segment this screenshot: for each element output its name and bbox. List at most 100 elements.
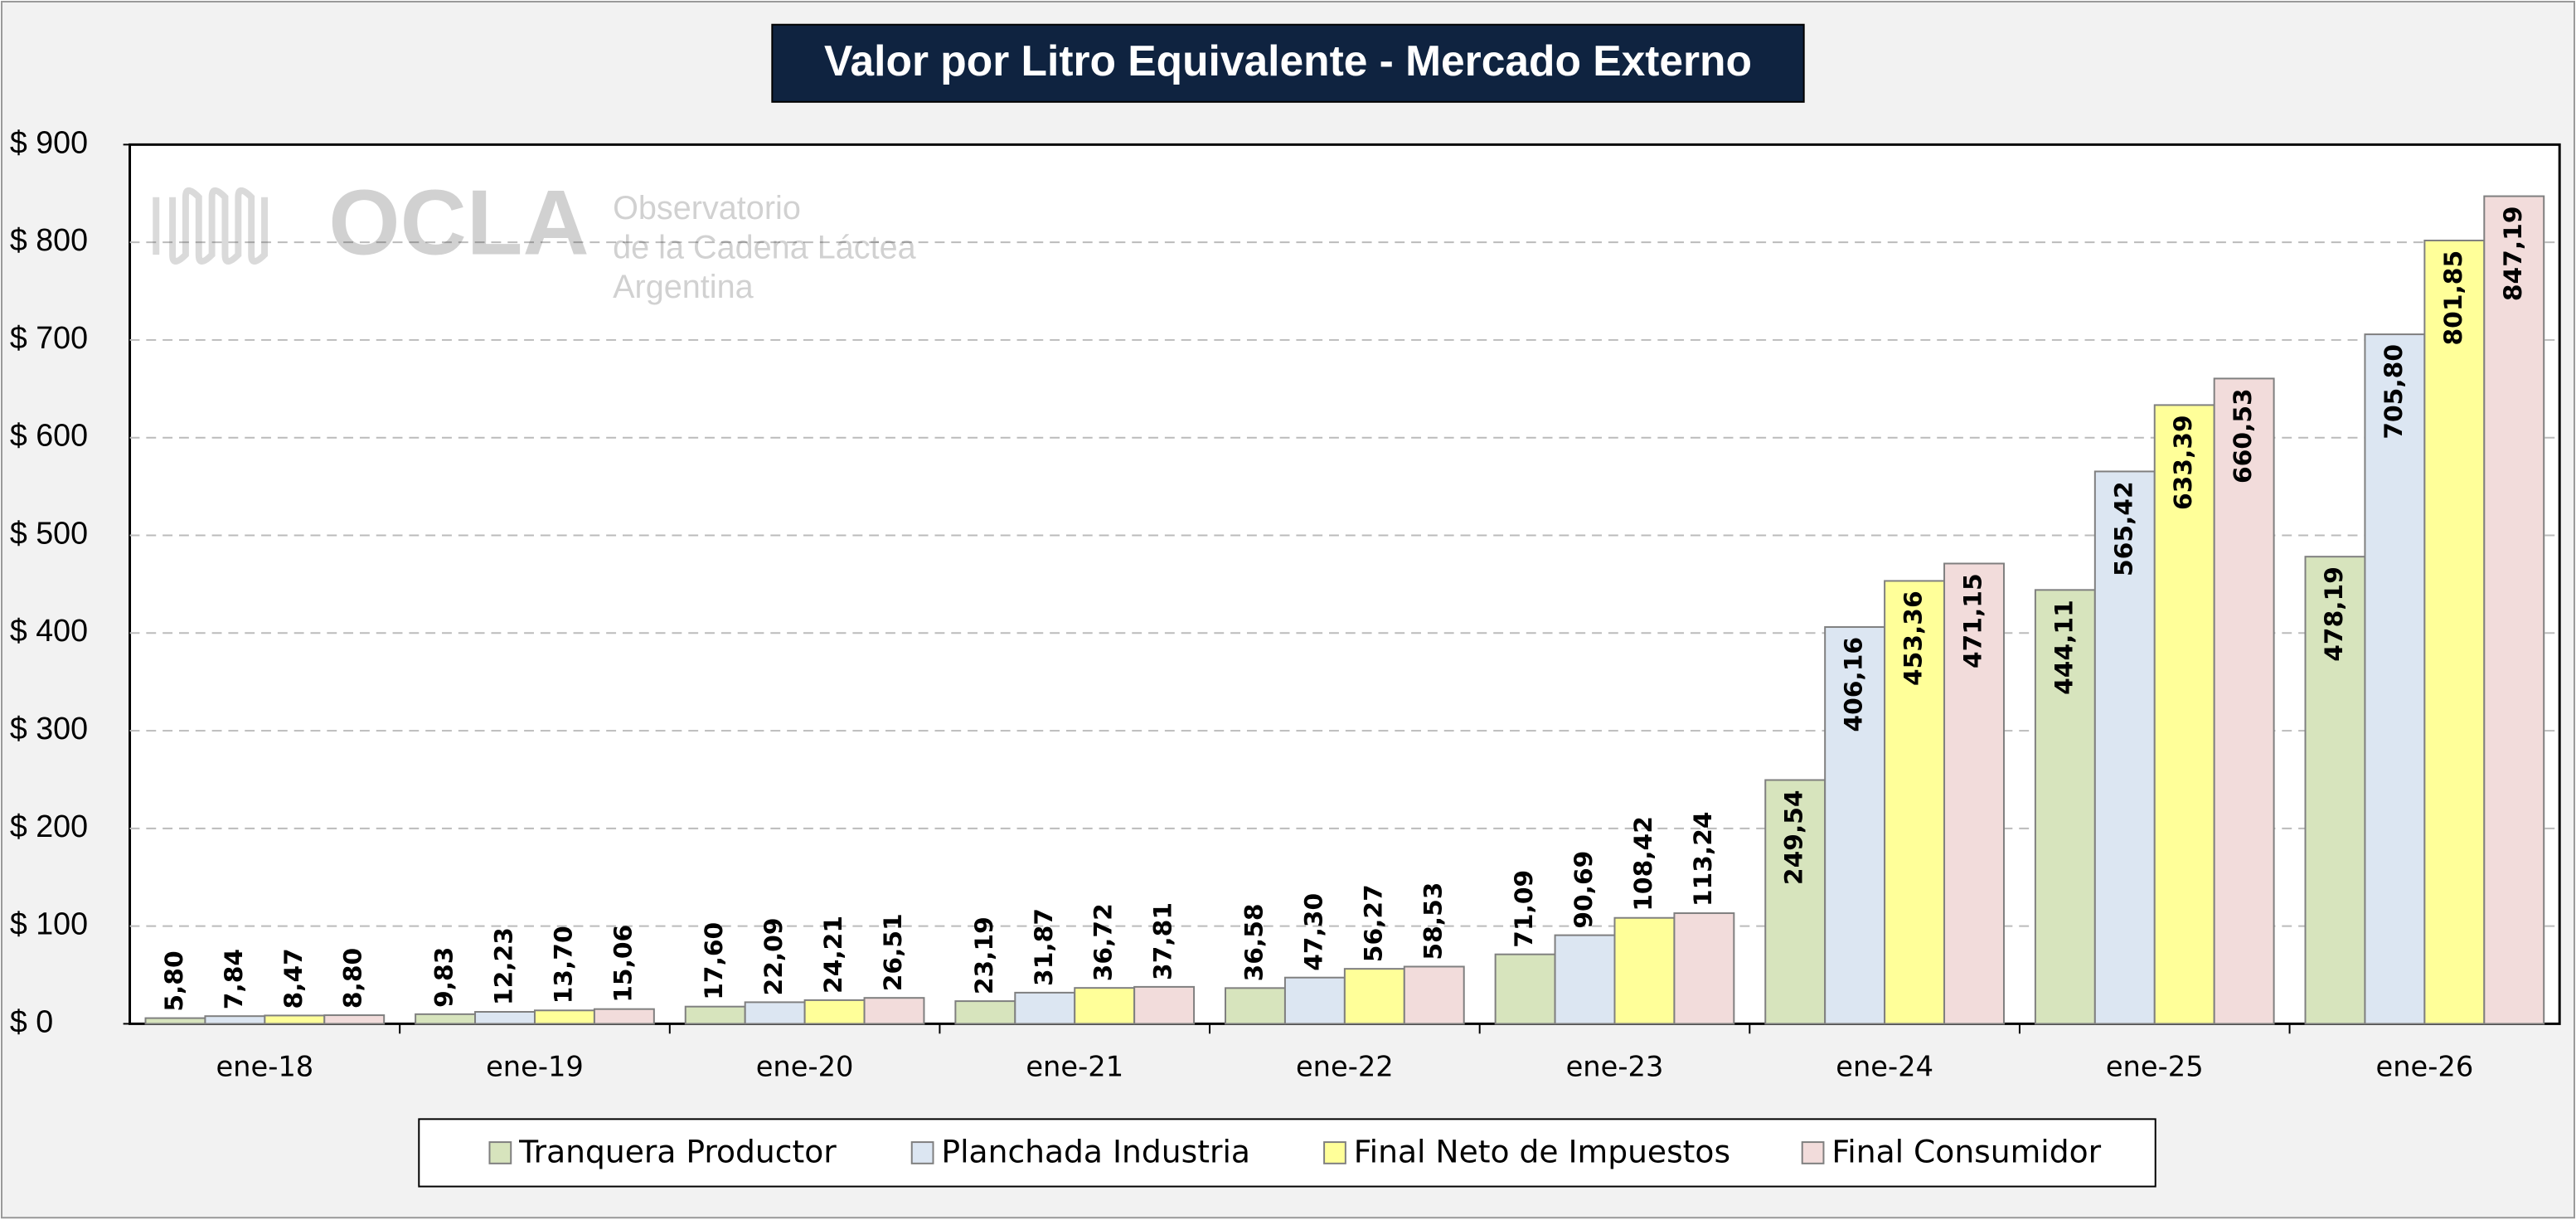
legend-swatch <box>488 1141 512 1164</box>
data-label: 113,24 <box>1689 811 1718 906</box>
chart-title: Valor por Litro Equivalente - Mercado Ex… <box>824 36 1752 85</box>
data-label: 249,54 <box>1780 790 1809 885</box>
bar <box>1554 934 1616 1025</box>
legend-box <box>418 1118 2156 1188</box>
data-label: 406,16 <box>1840 637 1869 732</box>
bar <box>533 1009 595 1025</box>
x-tick-label: ene-24 <box>1836 1050 1933 1082</box>
watermark-logo: OCLA <box>328 172 589 275</box>
data-label: 801,85 <box>2439 250 2468 346</box>
bar <box>1764 779 1826 1025</box>
data-label: 15,06 <box>609 925 638 1003</box>
legend-swatch <box>1323 1141 1346 1164</box>
bar <box>204 1015 266 1025</box>
data-label: 47,30 <box>1299 893 1328 971</box>
bar <box>2304 556 2366 1025</box>
x-tick-label: ene-20 <box>756 1050 854 1082</box>
legend-swatch <box>1801 1141 1825 1164</box>
data-label: 23,19 <box>970 916 999 994</box>
data-label: 9,83 <box>430 947 459 1008</box>
data-label: 444,11 <box>2050 600 2079 695</box>
bar <box>2213 377 2275 1025</box>
watermark: OCLA Observatorio de la Cadena Láctea Ar… <box>153 172 917 305</box>
data-label: 660,53 <box>2229 388 2258 484</box>
bar <box>1133 985 1196 1025</box>
legend-label: Tranquera Productor <box>518 1133 837 1169</box>
bar <box>415 1013 477 1025</box>
y-tick-label: $ 100 <box>10 906 88 941</box>
y-tick-label: $ 700 <box>10 320 88 355</box>
bar <box>474 1011 536 1025</box>
bar <box>323 1014 386 1025</box>
x-tick-label: ene-21 <box>1026 1050 1123 1082</box>
data-label: 478,19 <box>2320 566 2349 662</box>
data-label: 56,27 <box>1359 884 1388 962</box>
bar <box>1884 580 1946 1025</box>
bar <box>1014 991 1076 1025</box>
data-label: 36,58 <box>1239 903 1269 981</box>
data-label: 633,39 <box>2169 415 2198 510</box>
bar <box>803 999 866 1025</box>
bar <box>1403 965 1465 1025</box>
y-tick-label: $ 800 <box>10 222 88 257</box>
data-label: 471,15 <box>1959 573 1988 668</box>
bar <box>593 1008 655 1025</box>
bar <box>1074 987 1136 1025</box>
data-label: 453,36 <box>1899 591 1928 686</box>
bar <box>264 1014 326 1025</box>
x-tick-label: ene-18 <box>216 1050 313 1082</box>
data-label: 5,80 <box>160 950 189 1011</box>
y-tick-label: $ 600 <box>10 418 88 453</box>
bar <box>863 997 925 1025</box>
bar <box>1673 912 1735 1025</box>
y-tick-label: $ 0 <box>10 1004 53 1038</box>
data-label: 17,60 <box>700 922 729 1000</box>
data-label: 90,69 <box>1569 851 1598 929</box>
y-tick-label: $ 400 <box>10 613 88 648</box>
legend-label: Final Neto de Impuestos <box>1354 1133 1730 1169</box>
data-label: 26,51 <box>879 913 908 991</box>
bar <box>2034 589 2096 1025</box>
bar <box>1343 968 1405 1025</box>
data-label: 8,80 <box>339 948 368 1009</box>
y-tick-label: $ 500 <box>10 515 88 550</box>
data-label: 24,21 <box>819 916 848 994</box>
bar <box>1283 976 1346 1025</box>
bar <box>954 1000 1016 1025</box>
legend-swatch <box>910 1141 934 1164</box>
data-label: 8,47 <box>279 948 308 1009</box>
y-tick-label: $ 300 <box>10 711 88 746</box>
bar <box>144 1017 206 1025</box>
data-label: 71,09 <box>1510 870 1539 948</box>
x-tick-label: ene-26 <box>2375 1050 2473 1082</box>
watermark-text: Observatorio <box>613 190 801 226</box>
x-tick-label: ene-25 <box>2106 1050 2204 1082</box>
bar <box>744 1001 806 1025</box>
watermark-text: de la Cadena Láctea <box>613 230 917 266</box>
data-label: 58,53 <box>1419 882 1448 960</box>
legend-label: Planchada Industria <box>941 1133 1250 1169</box>
bar <box>1824 626 1886 1025</box>
watermark-icon <box>153 187 268 265</box>
bar <box>2364 333 2426 1025</box>
bar <box>1225 987 1286 1025</box>
data-label: 565,42 <box>2109 481 2138 576</box>
x-tick-label: ene-23 <box>1566 1050 1664 1082</box>
data-label: 705,80 <box>2380 344 2409 440</box>
bar <box>1943 562 2005 1025</box>
data-label: 37,81 <box>1149 902 1178 980</box>
bar <box>684 1005 746 1025</box>
y-tick-label: $ 900 <box>10 124 88 159</box>
data-label: 22,09 <box>759 917 788 995</box>
data-label: 847,19 <box>2499 206 2528 301</box>
data-label: 36,72 <box>1089 903 1118 981</box>
data-label: 31,87 <box>1030 908 1059 986</box>
data-label: 13,70 <box>549 926 578 1004</box>
bar <box>2423 239 2486 1025</box>
bar <box>1613 916 1676 1025</box>
title-box <box>771 23 1805 103</box>
x-tick-label: ene-19 <box>486 1050 584 1082</box>
data-label: 7,84 <box>220 949 249 1009</box>
